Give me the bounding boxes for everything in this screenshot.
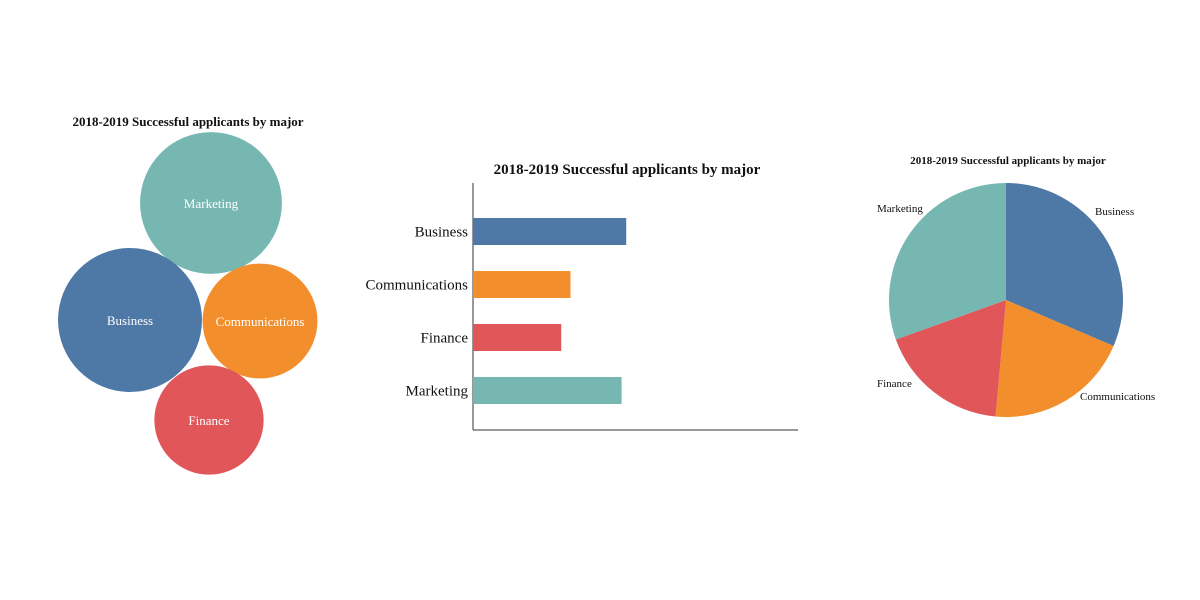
bar-label-finance: Finance	[421, 331, 469, 347]
bar-chart: 2018-2019 Successful applicants by major…	[366, 162, 798, 431]
bubble-label-communications: Communications	[216, 314, 305, 329]
bar-finance	[473, 324, 562, 351]
pie-label-finance: Finance	[877, 378, 912, 390]
bubble-label-finance: Finance	[188, 413, 229, 428]
bubble-chart: 2018-2019 Successful applicants by major…	[58, 114, 318, 475]
pie-slice-marketing	[888, 183, 1006, 340]
pie-slice-business	[1006, 183, 1123, 346]
bubble-finance	[154, 365, 264, 475]
pie-chart-title: 2018-2019 Successful applicants by major	[910, 155, 1106, 167]
bubble-chart-title: 2018-2019 Successful applicants by major	[72, 114, 303, 129]
pie-slice-communications	[995, 300, 1114, 417]
pie-label-business: Business	[1095, 206, 1134, 218]
bar-label-business: Business	[415, 225, 469, 241]
bar-label-marketing: Marketing	[406, 384, 469, 400]
pie-label-marketing: Marketing	[877, 203, 923, 215]
pie-label-communications: Communications	[1080, 391, 1155, 403]
bar-communications	[473, 271, 571, 298]
bar-business	[473, 218, 627, 245]
bubble-label-business: Business	[107, 313, 153, 328]
bubble-communications	[202, 263, 318, 379]
bar-marketing	[473, 377, 622, 404]
pie-chart: 2018-2019 Successful applicants by major…	[877, 155, 1155, 417]
bar-label-communications: Communications	[366, 278, 469, 294]
bubble-business	[58, 248, 202, 392]
bar-chart-title: 2018-2019 Successful applicants by major	[494, 162, 761, 178]
bubble-label-marketing: Marketing	[184, 196, 239, 211]
pie-slice-finance	[895, 300, 1006, 417]
bubble-marketing	[140, 132, 282, 274]
